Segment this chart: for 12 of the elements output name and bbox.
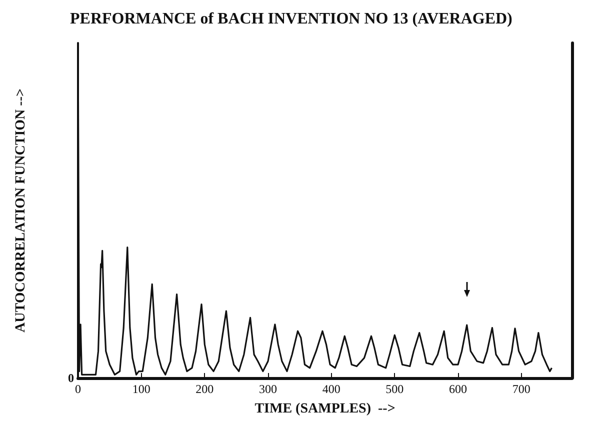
- x-tick-label: 600: [449, 382, 467, 396]
- text: 0: [68, 371, 74, 385]
- chart-title: PERFORMANCE of BACH INVENTION NO 13 (AVERAGED): [70, 10, 512, 28]
- x-tick-label: 100: [132, 382, 150, 396]
- y-axis-title: AUTOCORRELATION FUNCTION -->: [14, 88, 28, 332]
- x-tick-label: 500: [386, 382, 404, 396]
- x-tick-label: 400: [322, 382, 340, 396]
- x-tick-label: 300: [259, 382, 277, 396]
- x-tick-label: 700: [512, 382, 530, 396]
- x-axis-title: TIME (SAMPLES) -->: [254, 402, 396, 416]
- x-tick-label: 0: [75, 382, 81, 396]
- x-tick-label: 200: [196, 382, 214, 396]
